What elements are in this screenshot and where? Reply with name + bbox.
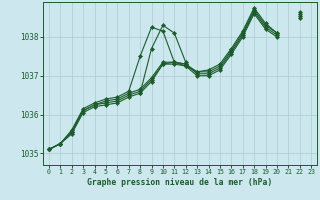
- X-axis label: Graphe pression niveau de la mer (hPa): Graphe pression niveau de la mer (hPa): [87, 178, 273, 187]
